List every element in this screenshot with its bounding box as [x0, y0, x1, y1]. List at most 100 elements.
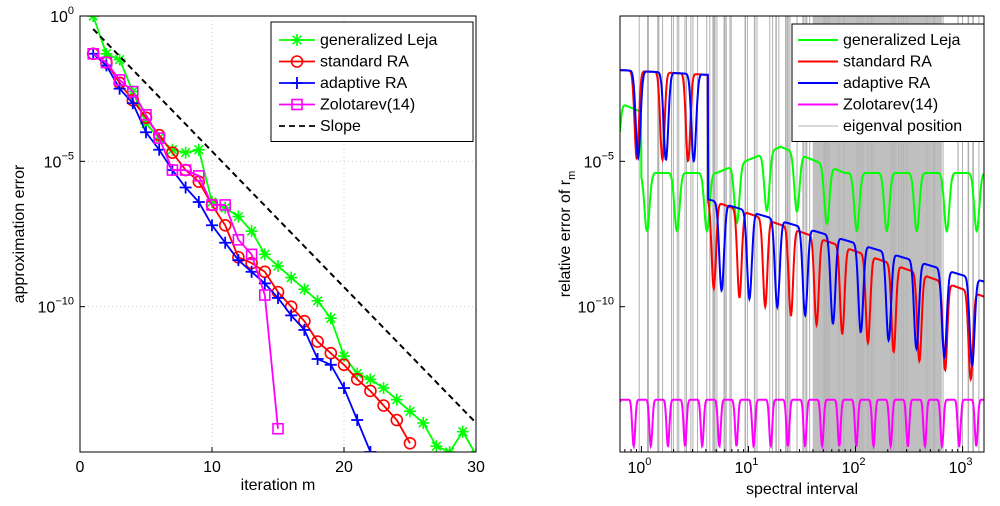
- data-point: [87, 47, 99, 60]
- x-tick-label: 30: [467, 459, 485, 476]
- data-point: [390, 413, 404, 427]
- data-point: [100, 59, 113, 72]
- data-point: [219, 201, 232, 214]
- data-point: [218, 218, 232, 232]
- data-point: [179, 164, 192, 176]
- legend-entry: eigenval position: [843, 118, 962, 135]
- x-tick-label: 20: [335, 459, 353, 476]
- data-point: [179, 181, 192, 194]
- data-point: [417, 416, 430, 429]
- data-point: [285, 271, 298, 284]
- x-tick-label: 101: [735, 456, 759, 477]
- series-line: [92, 53, 411, 444]
- data-point: [193, 170, 205, 182]
- series-slope: [92, 28, 476, 424]
- series-line: [92, 53, 372, 452]
- legend-entry: standard RA: [843, 54, 932, 71]
- data-point: [113, 53, 126, 66]
- series-zolotarev-14-: [87, 47, 284, 435]
- legend-entry: adaptive RA: [843, 75, 930, 92]
- data-point: [298, 323, 311, 336]
- data-point: [166, 146, 179, 159]
- data-point: [272, 422, 284, 435]
- data-point: [364, 373, 377, 386]
- legend-entry: adaptive RA: [320, 75, 407, 92]
- left-plot-frame: [79, 15, 477, 453]
- data-point: [140, 126, 152, 139]
- data-point: [113, 74, 126, 86]
- data-point: [192, 196, 205, 209]
- data-point: [206, 219, 218, 232]
- left-series: [86, 16, 476, 452]
- data-point: [324, 358, 337, 371]
- y-tick-label: 10−10: [578, 296, 614, 317]
- data-point: [219, 199, 231, 211]
- legend-entry: Slope: [320, 118, 361, 135]
- data-point: [179, 146, 192, 159]
- x-tick-label: 103: [949, 456, 973, 477]
- right-y-axis-label-subscript: m: [566, 171, 578, 180]
- legend-box: [270, 21, 474, 142]
- data-point: [351, 414, 364, 427]
- data-point: [377, 399, 390, 412]
- y-tick-label: 100: [50, 5, 74, 26]
- legend-marker: [291, 34, 303, 46]
- legend-marker: [290, 55, 304, 68]
- data-point: [219, 236, 232, 249]
- legend-entry: generalized Leja: [320, 32, 438, 49]
- data-point: [166, 164, 179, 176]
- data-point: [443, 446, 456, 452]
- right-y-axis-label-main: relative error of r: [557, 179, 574, 297]
- x-tick-label: 10: [203, 459, 221, 476]
- right-plot-frame: [619, 15, 985, 453]
- series-line: [92, 53, 279, 429]
- data-point: [272, 291, 284, 304]
- data-point: [127, 85, 139, 98]
- data-point: [192, 143, 205, 156]
- series-generalized-leja: [620, 104, 984, 234]
- data-point: [258, 265, 272, 279]
- data-point: [390, 393, 403, 406]
- y-tick-label: 10−10: [38, 296, 74, 317]
- data-point: [140, 109, 152, 121]
- legend-entry: Zolotarev(14): [320, 97, 415, 114]
- data-point: [364, 384, 377, 398]
- data-point: [206, 199, 218, 211]
- left-ticks: 0 10 20 30 100 10−5 10−10: [38, 5, 485, 476]
- data-point: [232, 210, 245, 223]
- left-chart: 0 10 20 30 100 10−5 10−10 iteration m approxim…: [11, 5, 485, 494]
- legend-entry: generalized Leja: [843, 32, 961, 49]
- right-legend: generalized Leja standard RA adaptive RA Zo…: [791, 23, 985, 142]
- right-x-axis-label: spectral interval: [746, 481, 858, 498]
- data-point: [245, 248, 258, 261]
- right-curves: [620, 69, 984, 451]
- y-tick-label: 10−5: [584, 150, 614, 171]
- legend-marker: [291, 77, 303, 89]
- data-point: [258, 289, 271, 301]
- data-point: [350, 373, 364, 386]
- data-point: [285, 309, 298, 322]
- data-point: [153, 132, 165, 144]
- data-point: [324, 312, 337, 325]
- series-zolotarev: [620, 398, 984, 451]
- data-point: [364, 446, 377, 452]
- data-point: [232, 254, 245, 267]
- data-point: [311, 294, 324, 307]
- y-tick-label: 10−5: [44, 150, 74, 171]
- data-point: [404, 405, 416, 418]
- series-line: [92, 28, 476, 424]
- data-point: [298, 283, 311, 296]
- data-point: [430, 440, 443, 452]
- data-point: [245, 265, 258, 278]
- data-point: [232, 234, 245, 246]
- left-legend: generalized Leja standard RA adaptive RA Zo…: [270, 21, 474, 142]
- legend-entry: Zolotarev(14): [843, 97, 938, 114]
- data-point: [338, 382, 350, 395]
- right-y-axis-label: relative error of rm: [557, 171, 578, 298]
- right-ticks: 100 101 102 103 10−5 10−10: [578, 150, 973, 477]
- series-adaptive-ra: [620, 69, 984, 368]
- left-x-axis-label: iteration m: [241, 477, 316, 494]
- data-point: [456, 425, 469, 438]
- data-point: [126, 97, 139, 110]
